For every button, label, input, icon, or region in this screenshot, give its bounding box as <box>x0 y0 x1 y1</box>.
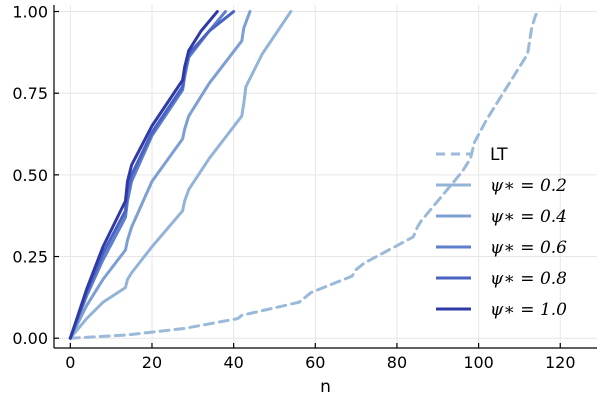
x-tick-label: 0 <box>65 353 75 372</box>
legend-label-2: ψ∗ = 0.4 <box>490 207 567 227</box>
axes <box>53 5 597 349</box>
x-tick-label: 80 <box>387 353 407 372</box>
series-line-4 <box>68 10 236 340</box>
legend-label-0: LT <box>490 145 508 165</box>
x-tick-label: 20 <box>142 353 162 372</box>
y-tick-label: 0.00 <box>12 329 48 348</box>
series-line-2 <box>68 10 252 340</box>
x-axis-label: n <box>320 377 331 397</box>
series-lines <box>68 10 542 340</box>
x-tick-label: 60 <box>305 353 325 372</box>
legend: LT ψ∗ = 0.2 ψ∗ = 0.4 ψ∗ = 0.6 ψ∗ = 0.8 ψ∗ = 1… <box>436 145 567 320</box>
x-tick-label: 40 <box>223 353 243 372</box>
legend-label-5: ψ∗ = 1.0 <box>490 300 567 320</box>
legend-label-4: ψ∗ = 0.8 <box>490 269 567 289</box>
series-line-5 <box>68 10 219 340</box>
grid <box>54 5 597 348</box>
y-tick-label: 0.75 <box>12 84 48 103</box>
y-tick-label: 0.50 <box>12 166 48 185</box>
series-line-0 <box>68 10 542 340</box>
legend-label-1: ψ∗ = 0.2 <box>490 176 567 196</box>
tick-labels: 0 20 40 60 80 100 120 0.00 0.25 0.50 0.75 1.00 <box>12 3 575 372</box>
y-tick-label: 1.00 <box>12 3 48 22</box>
series-line-3 <box>68 10 227 340</box>
x-tick-label: 100 <box>463 353 494 372</box>
legend-label-3: ψ∗ = 0.6 <box>490 238 567 258</box>
series-line-1 <box>68 10 293 340</box>
x-tick-label: 120 <box>545 353 576 372</box>
y-tick-label: 0.25 <box>12 248 48 267</box>
